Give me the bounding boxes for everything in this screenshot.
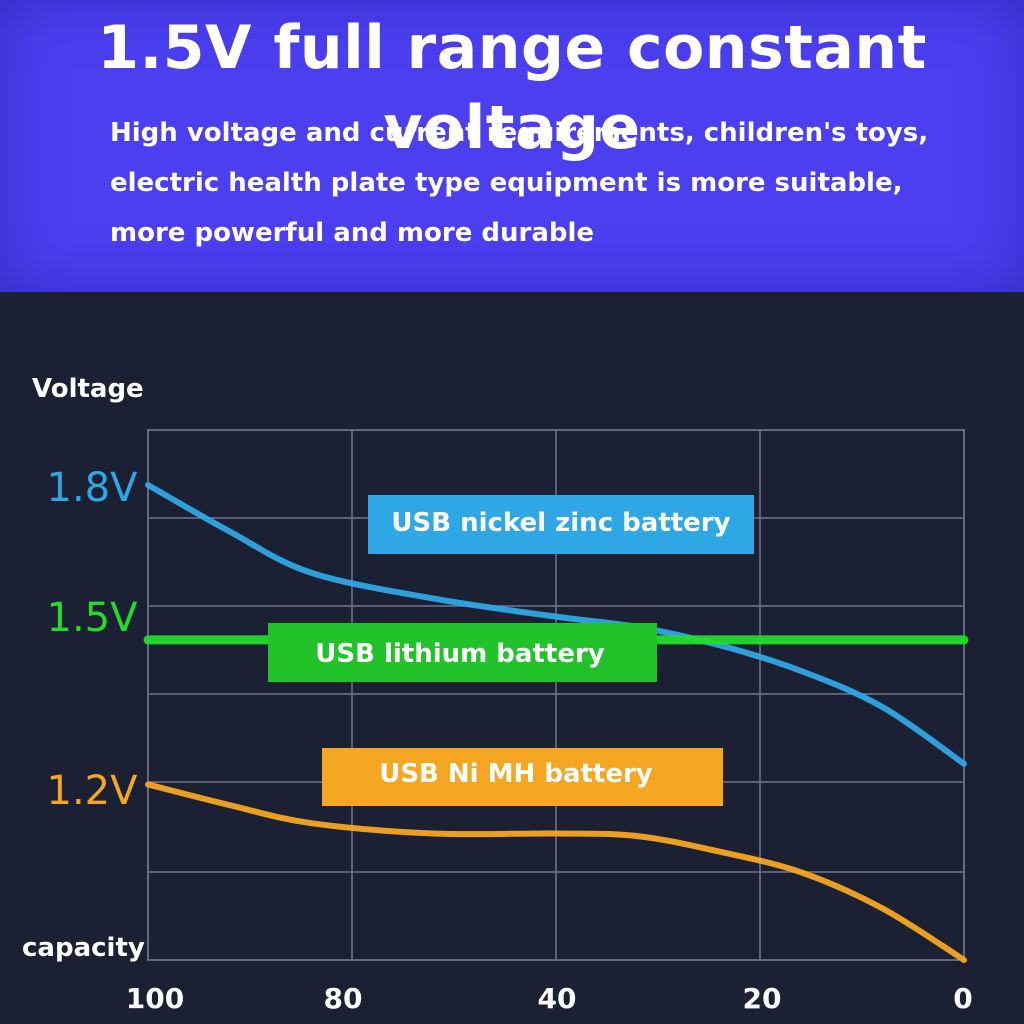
x-tick-label: 40 bbox=[538, 982, 577, 1015]
lithium-label-box bbox=[268, 623, 657, 682]
ni-mh-label-text: USB Ni MH battery bbox=[379, 759, 653, 789]
nickel-zinc-line bbox=[145, 482, 967, 767]
y-axis-title: Voltage bbox=[32, 374, 144, 404]
y-tick-label: 1.8V bbox=[47, 465, 139, 511]
banner: 1.5V full range constant voltage High vo… bbox=[0, 0, 1024, 292]
x-axis-title: capacity bbox=[22, 933, 145, 963]
lithium-label-text: USB lithium battery bbox=[315, 639, 605, 669]
x-tick-label: 20 bbox=[743, 982, 782, 1015]
description: High voltage and current requirements, c… bbox=[110, 108, 990, 258]
axis-labels: Voltage capacity 1.8V 1.5V 1.2V 100 80 40 20 0 bbox=[22, 374, 973, 1015]
nickel-zinc-label-text: USB nickel zinc battery bbox=[391, 508, 730, 538]
y-tick-label: 1.2V bbox=[47, 768, 139, 814]
headline: 1.5V full range constant voltage bbox=[97, 13, 927, 163]
ni-mh-line bbox=[145, 781, 967, 963]
description-line-3: more powerful and more durable bbox=[110, 218, 595, 248]
x-tick-label: 80 bbox=[324, 982, 363, 1015]
ni-mh-label-box bbox=[322, 748, 723, 806]
description-line-2: electric health plate type equipment is … bbox=[110, 168, 903, 198]
description-line-1: High voltage and current requirements, c… bbox=[110, 118, 929, 148]
nickel-zinc-label-box bbox=[368, 495, 754, 554]
x-tick-label: 100 bbox=[126, 982, 184, 1015]
y-tick-label: 1.5V bbox=[47, 595, 139, 641]
series-labels: USB nickel zinc battery USB lithium batte… bbox=[268, 495, 754, 806]
x-tick-label: 0 bbox=[953, 982, 972, 1015]
